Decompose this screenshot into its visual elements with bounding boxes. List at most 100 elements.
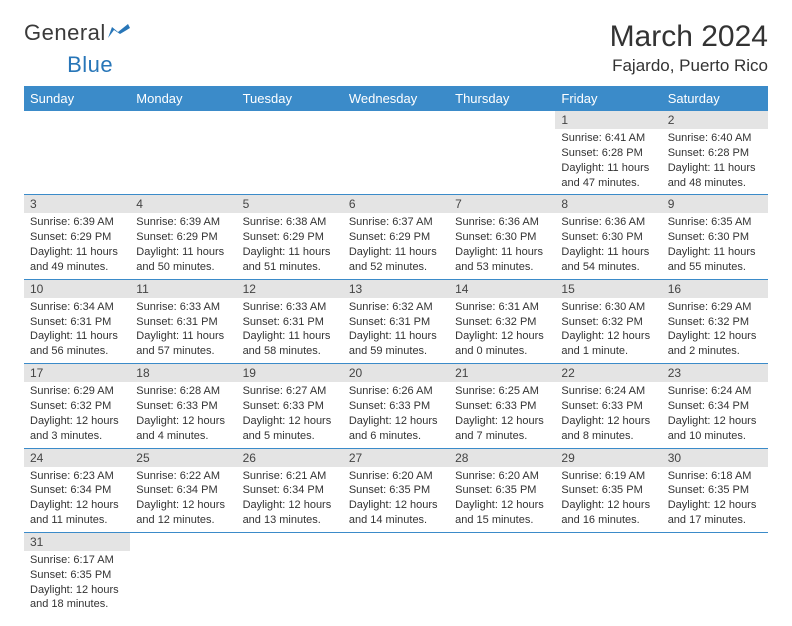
day-cell: 13Sunrise: 6:32 AMSunset: 6:31 PMDayligh… xyxy=(343,279,449,363)
day-number: 25 xyxy=(130,449,236,467)
sunset-text: Sunset: 6:33 PM xyxy=(136,399,230,414)
daylight-text-1: Daylight: 11 hours xyxy=(561,161,655,176)
day-details: Sunrise: 6:33 AMSunset: 6:31 PMDaylight:… xyxy=(237,298,343,363)
sunrise-text: Sunrise: 6:25 AM xyxy=(455,384,549,399)
sunrise-text: Sunrise: 6:31 AM xyxy=(455,300,549,315)
day-number: 6 xyxy=(343,195,449,213)
sunset-text: Sunset: 6:28 PM xyxy=(561,146,655,161)
day-cell: 19Sunrise: 6:27 AMSunset: 6:33 PMDayligh… xyxy=(237,364,343,448)
day-details: Sunrise: 6:21 AMSunset: 6:34 PMDaylight:… xyxy=(237,467,343,532)
daylight-text-1: Daylight: 12 hours xyxy=(561,329,655,344)
daylight-text-1: Daylight: 12 hours xyxy=(243,414,337,429)
day-number: 15 xyxy=(555,280,661,298)
sunrise-text: Sunrise: 6:40 AM xyxy=(668,131,762,146)
sunrise-text: Sunrise: 6:33 AM xyxy=(136,300,230,315)
sunset-text: Sunset: 6:29 PM xyxy=(30,230,124,245)
day-details: Sunrise: 6:35 AMSunset: 6:30 PMDaylight:… xyxy=(662,213,768,278)
daylight-text-1: Daylight: 11 hours xyxy=(30,329,124,344)
col-monday: Monday xyxy=(130,86,236,111)
day-number: 22 xyxy=(555,364,661,382)
sunrise-text: Sunrise: 6:35 AM xyxy=(668,215,762,230)
sunrise-text: Sunrise: 6:18 AM xyxy=(668,469,762,484)
calendar-body: 1Sunrise: 6:41 AMSunset: 6:28 PMDaylight… xyxy=(24,111,768,616)
daylight-text-2: and 18 minutes. xyxy=(30,597,124,612)
day-number: 24 xyxy=(24,449,130,467)
sunrise-text: Sunrise: 6:17 AM xyxy=(30,553,124,568)
sunrise-text: Sunrise: 6:34 AM xyxy=(30,300,124,315)
empty-cell xyxy=(449,532,555,616)
daylight-text-1: Daylight: 12 hours xyxy=(30,583,124,598)
sunrise-text: Sunrise: 6:20 AM xyxy=(349,469,443,484)
day-number: 2 xyxy=(662,111,768,129)
day-cell: 8Sunrise: 6:36 AMSunset: 6:30 PMDaylight… xyxy=(555,195,661,279)
day-details: Sunrise: 6:20 AMSunset: 6:35 PMDaylight:… xyxy=(343,467,449,532)
sunset-text: Sunset: 6:29 PM xyxy=(243,230,337,245)
sunset-text: Sunset: 6:31 PM xyxy=(349,315,443,330)
sunset-text: Sunset: 6:32 PM xyxy=(668,315,762,330)
daylight-text-2: and 17 minutes. xyxy=(668,513,762,528)
sunset-text: Sunset: 6:35 PM xyxy=(668,483,762,498)
sunset-text: Sunset: 6:30 PM xyxy=(455,230,549,245)
col-thursday: Thursday xyxy=(449,86,555,111)
daylight-text-2: and 10 minutes. xyxy=(668,429,762,444)
col-saturday: Saturday xyxy=(662,86,768,111)
daylight-text-2: and 7 minutes. xyxy=(455,429,549,444)
day-cell: 2Sunrise: 6:40 AMSunset: 6:28 PMDaylight… xyxy=(662,111,768,195)
daylight-text-1: Daylight: 12 hours xyxy=(455,329,549,344)
sunset-text: Sunset: 6:32 PM xyxy=(455,315,549,330)
daylight-text-1: Daylight: 11 hours xyxy=(455,245,549,260)
logo: General GenBlue xyxy=(24,20,132,78)
day-number: 12 xyxy=(237,280,343,298)
sunset-text: Sunset: 6:34 PM xyxy=(30,483,124,498)
day-details: Sunrise: 6:22 AMSunset: 6:34 PMDaylight:… xyxy=(130,467,236,532)
daylight-text-1: Daylight: 12 hours xyxy=(455,414,549,429)
day-details: Sunrise: 6:30 AMSunset: 6:32 PMDaylight:… xyxy=(555,298,661,363)
day-cell: 22Sunrise: 6:24 AMSunset: 6:33 PMDayligh… xyxy=(555,364,661,448)
daylight-text-2: and 59 minutes. xyxy=(349,344,443,359)
day-cell: 14 Sunrise: 6:31 AMSunset: 6:32 PMDayligh… xyxy=(449,279,555,363)
daylight-text-2: and 1 minute. xyxy=(561,344,655,359)
daylight-text-1: Daylight: 12 hours xyxy=(561,498,655,513)
daylight-text-1: Daylight: 11 hours xyxy=(349,329,443,344)
daylight-text-1: Daylight: 12 hours xyxy=(455,498,549,513)
day-details: Sunrise: 6:28 AMSunset: 6:33 PMDaylight:… xyxy=(130,382,236,447)
day-number: 21 xyxy=(449,364,555,382)
daylight-text-2: and 58 minutes. xyxy=(243,344,337,359)
day-number: 27 xyxy=(343,449,449,467)
title-month: March 2024 xyxy=(610,20,768,54)
day-number: 1 xyxy=(555,111,661,129)
day-details: Sunrise: 6:36 AMSunset: 6:30 PMDaylight:… xyxy=(555,213,661,278)
day-number: 3 xyxy=(24,195,130,213)
sunrise-text: Sunrise: 6:30 AM xyxy=(561,300,655,315)
empty-cell xyxy=(662,532,768,616)
daylight-text-2: and 50 minutes. xyxy=(136,260,230,275)
day-cell: 6Sunrise: 6:37 AMSunset: 6:29 PMDaylight… xyxy=(343,195,449,279)
day-cell: 26Sunrise: 6:21 AMSunset: 6:34 PMDayligh… xyxy=(237,448,343,532)
sunset-text: Sunset: 6:33 PM xyxy=(455,399,549,414)
sunset-text: Sunset: 6:31 PM xyxy=(30,315,124,330)
day-cell: 25Sunrise: 6:22 AMSunset: 6:34 PMDayligh… xyxy=(130,448,236,532)
daylight-text-2: and 51 minutes. xyxy=(243,260,337,275)
daylight-text-2: and 48 minutes. xyxy=(668,176,762,191)
daylight-text-2: and 14 minutes. xyxy=(349,513,443,528)
day-cell: 9Sunrise: 6:35 AMSunset: 6:30 PMDaylight… xyxy=(662,195,768,279)
title-block: March 2024 Fajardo, Puerto Rico xyxy=(610,20,768,76)
col-friday: Friday xyxy=(555,86,661,111)
sunrise-text: Sunrise: 6:26 AM xyxy=(349,384,443,399)
week-row: 31Sunrise: 6:17 AMSunset: 6:35 PMDayligh… xyxy=(24,532,768,616)
empty-cell xyxy=(555,532,661,616)
day-number: 17 xyxy=(24,364,130,382)
day-number: 14 xyxy=(449,280,555,298)
day-details: Sunrise: 6:34 AMSunset: 6:31 PMDaylight:… xyxy=(24,298,130,363)
sunset-text: Sunset: 6:31 PM xyxy=(136,315,230,330)
empty-cell xyxy=(343,532,449,616)
day-details: Sunrise: 6:33 AMSunset: 6:31 PMDaylight:… xyxy=(130,298,236,363)
daylight-text-2: and 16 minutes. xyxy=(561,513,655,528)
sunrise-text: Sunrise: 6:19 AM xyxy=(561,469,655,484)
day-details: Sunrise: 6:32 AMSunset: 6:31 PMDaylight:… xyxy=(343,298,449,363)
day-cell: 16Sunrise: 6:29 AMSunset: 6:32 PMDayligh… xyxy=(662,279,768,363)
sunrise-text: Sunrise: 6:27 AM xyxy=(243,384,337,399)
week-row: 1Sunrise: 6:41 AMSunset: 6:28 PMDaylight… xyxy=(24,111,768,195)
day-cell: 24Sunrise: 6:23 AMSunset: 6:34 PMDayligh… xyxy=(24,448,130,532)
day-number: 13 xyxy=(343,280,449,298)
